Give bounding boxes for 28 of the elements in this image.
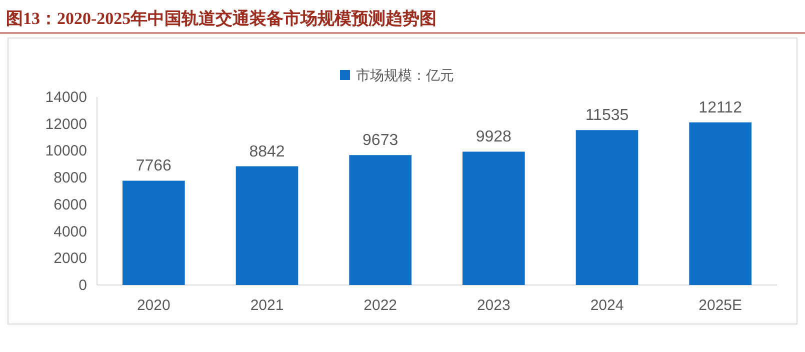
bar (576, 130, 638, 285)
x-tick-label: 2025E (698, 297, 742, 314)
y-tick-label: 6000 (54, 196, 87, 214)
bar (349, 155, 412, 285)
data-label: 9928 (476, 128, 512, 146)
x-tick-label: 2024 (590, 297, 624, 314)
data-label: 11535 (585, 107, 629, 124)
x-tick-label: 2023 (476, 297, 510, 314)
bar (462, 152, 525, 285)
bar (236, 166, 298, 285)
y-tick-label: 10000 (45, 142, 87, 160)
x-tick-label: 2021 (250, 297, 284, 314)
y-tick-label: 14000 (45, 89, 87, 106)
data-label: 12112 (698, 99, 742, 116)
y-tick-label: 0 (78, 277, 87, 294)
bar (689, 122, 752, 285)
data-label: 7766 (136, 158, 172, 175)
y-tick-label: 4000 (54, 223, 87, 240)
data-label: 8842 (249, 143, 285, 160)
bar (122, 180, 185, 285)
x-tick-label: 2022 (364, 297, 398, 314)
legend-label: 市场规模：亿元 (356, 67, 454, 83)
data-label: 9673 (362, 132, 398, 150)
y-tick-label: 2000 (54, 250, 87, 268)
x-tick-label: 2020 (136, 297, 170, 314)
chart-title: 图13：2020-2025年中国轨道交通装备市场规模预测趋势图 (6, 9, 437, 28)
y-tick-label: 8000 (54, 170, 87, 187)
y-tick-label: 12000 (45, 116, 87, 133)
